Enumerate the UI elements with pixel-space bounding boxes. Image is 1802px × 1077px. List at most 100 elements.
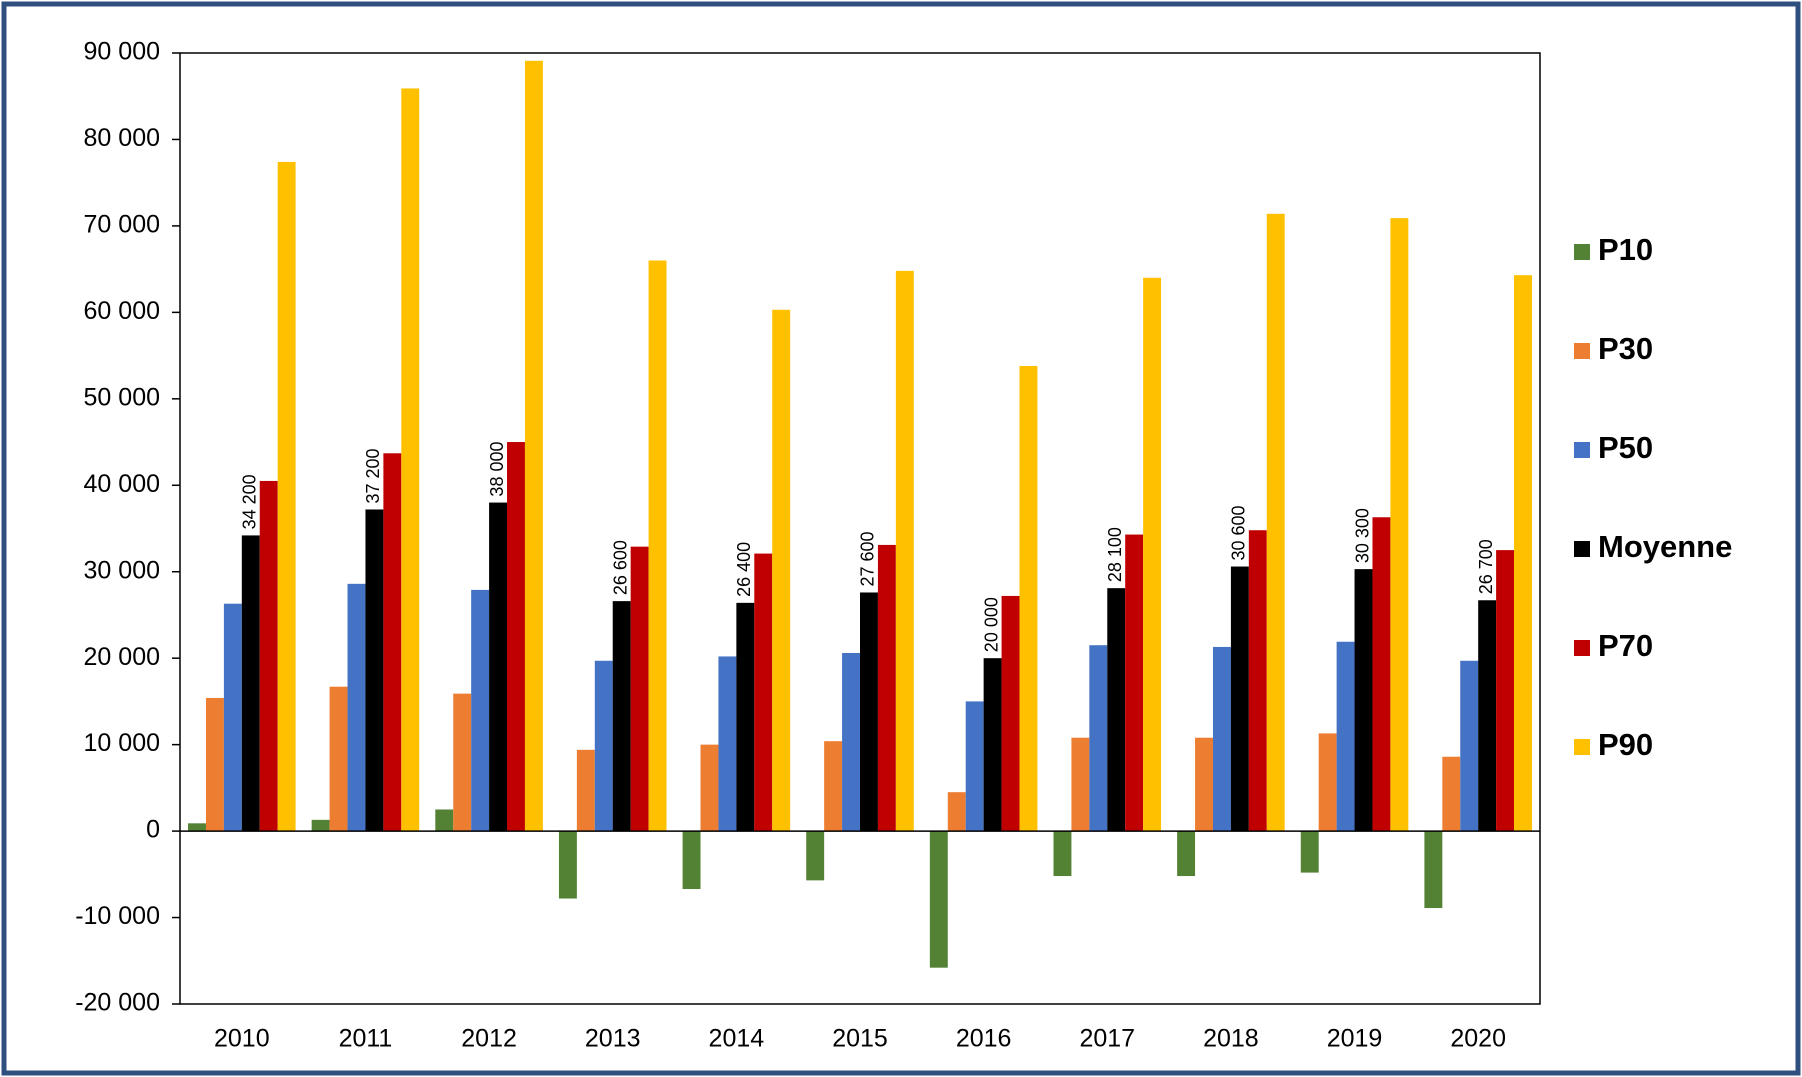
bar [329, 686, 348, 832]
bar [929, 831, 948, 968]
bar [612, 601, 631, 832]
bar [736, 602, 755, 832]
x-tick-label: 2012 [461, 1025, 517, 1053]
bar [1071, 737, 1090, 832]
bar [1143, 277, 1162, 832]
bar [365, 509, 384, 832]
y-tick-label: 90 000 [84, 38, 160, 66]
bar [401, 88, 420, 832]
bar [223, 603, 242, 832]
x-tick-label: 2013 [585, 1025, 641, 1053]
bar [558, 831, 577, 899]
bar [772, 309, 791, 832]
bar [1496, 550, 1515, 832]
bar [507, 442, 525, 832]
bar [594, 660, 613, 832]
plot-area [179, 52, 1541, 1005]
y-tick-label: 40 000 [84, 470, 160, 498]
y-tick-label: -20 000 [75, 989, 160, 1017]
x-tick-label: 2019 [1327, 1025, 1383, 1053]
x-tick-label: 2011 [339, 1025, 393, 1053]
y-tick-label: 80 000 [84, 124, 160, 152]
bar [259, 480, 278, 832]
data-label: 30 600 [1229, 505, 1249, 560]
bar [311, 819, 330, 832]
bar [241, 535, 260, 832]
bar [1478, 600, 1497, 832]
data-label: 38 000 [487, 442, 507, 497]
bar [1354, 569, 1373, 832]
bar [718, 656, 737, 832]
bar [1107, 588, 1126, 832]
legend-swatch [1574, 244, 1590, 260]
bar [1372, 517, 1391, 832]
bar [1089, 645, 1108, 832]
bar [453, 693, 472, 832]
bar [895, 270, 914, 832]
x-tick-label: 2016 [956, 1025, 1012, 1053]
legend-label: P50 [1598, 430, 1653, 465]
legend-label: P70 [1598, 628, 1653, 663]
data-label: 30 300 [1352, 508, 1372, 563]
data-label: 26 700 [1476, 539, 1496, 594]
bar [524, 60, 543, 832]
data-label: 26 400 [734, 542, 754, 597]
bar [648, 260, 667, 832]
bar [806, 831, 825, 881]
data-label: 20 000 [981, 597, 1001, 652]
bar [983, 658, 1002, 832]
bar [1390, 218, 1409, 832]
data-label: 37 200 [363, 448, 383, 503]
bar [1125, 534, 1144, 832]
bar [188, 823, 206, 832]
bar [860, 592, 878, 832]
legend-label: P10 [1598, 232, 1653, 267]
bar [1318, 733, 1337, 832]
bar [1514, 275, 1532, 832]
y-tick-label: 30 000 [84, 556, 160, 584]
bar [1177, 831, 1196, 877]
bar [1001, 595, 1020, 832]
bar [347, 583, 366, 832]
bar [1019, 365, 1038, 832]
bar [576, 749, 595, 832]
data-label: 27 600 [858, 531, 878, 586]
legend-label: Moyenne [1598, 529, 1732, 564]
y-tick-label: 60 000 [84, 297, 160, 325]
legend-swatch [1574, 343, 1590, 359]
legend-label: P30 [1598, 331, 1653, 366]
legend-swatch [1574, 739, 1590, 755]
data-label: 26 600 [610, 540, 630, 595]
y-tick-label: 70 000 [84, 211, 160, 239]
y-tick-label: 0 [146, 816, 160, 844]
x-tick-label: 2010 [214, 1025, 270, 1053]
x-tick-label: 2017 [1079, 1025, 1135, 1053]
legend-swatch [1574, 541, 1590, 557]
bar [700, 744, 719, 832]
bar [1053, 831, 1072, 877]
bar [754, 553, 773, 832]
bar [1442, 756, 1461, 832]
bar [471, 589, 490, 832]
bar [630, 546, 649, 832]
bar [277, 161, 296, 832]
bar [965, 701, 984, 832]
bar [824, 741, 843, 832]
bar [205, 697, 224, 832]
bar [877, 544, 896, 832]
bar [1266, 213, 1285, 832]
bar [947, 792, 966, 832]
bar [383, 453, 402, 832]
y-tick-label: -10 000 [75, 902, 160, 930]
bar [1460, 660, 1479, 832]
legend-label: P90 [1598, 727, 1653, 762]
legend-swatch [1574, 442, 1590, 458]
bar [1230, 566, 1249, 832]
y-tick-label: 10 000 [84, 729, 160, 757]
x-tick-label: 2015 [832, 1025, 888, 1053]
bar [489, 502, 508, 832]
bar [1212, 646, 1231, 832]
bar [435, 809, 454, 832]
bar [682, 831, 701, 890]
